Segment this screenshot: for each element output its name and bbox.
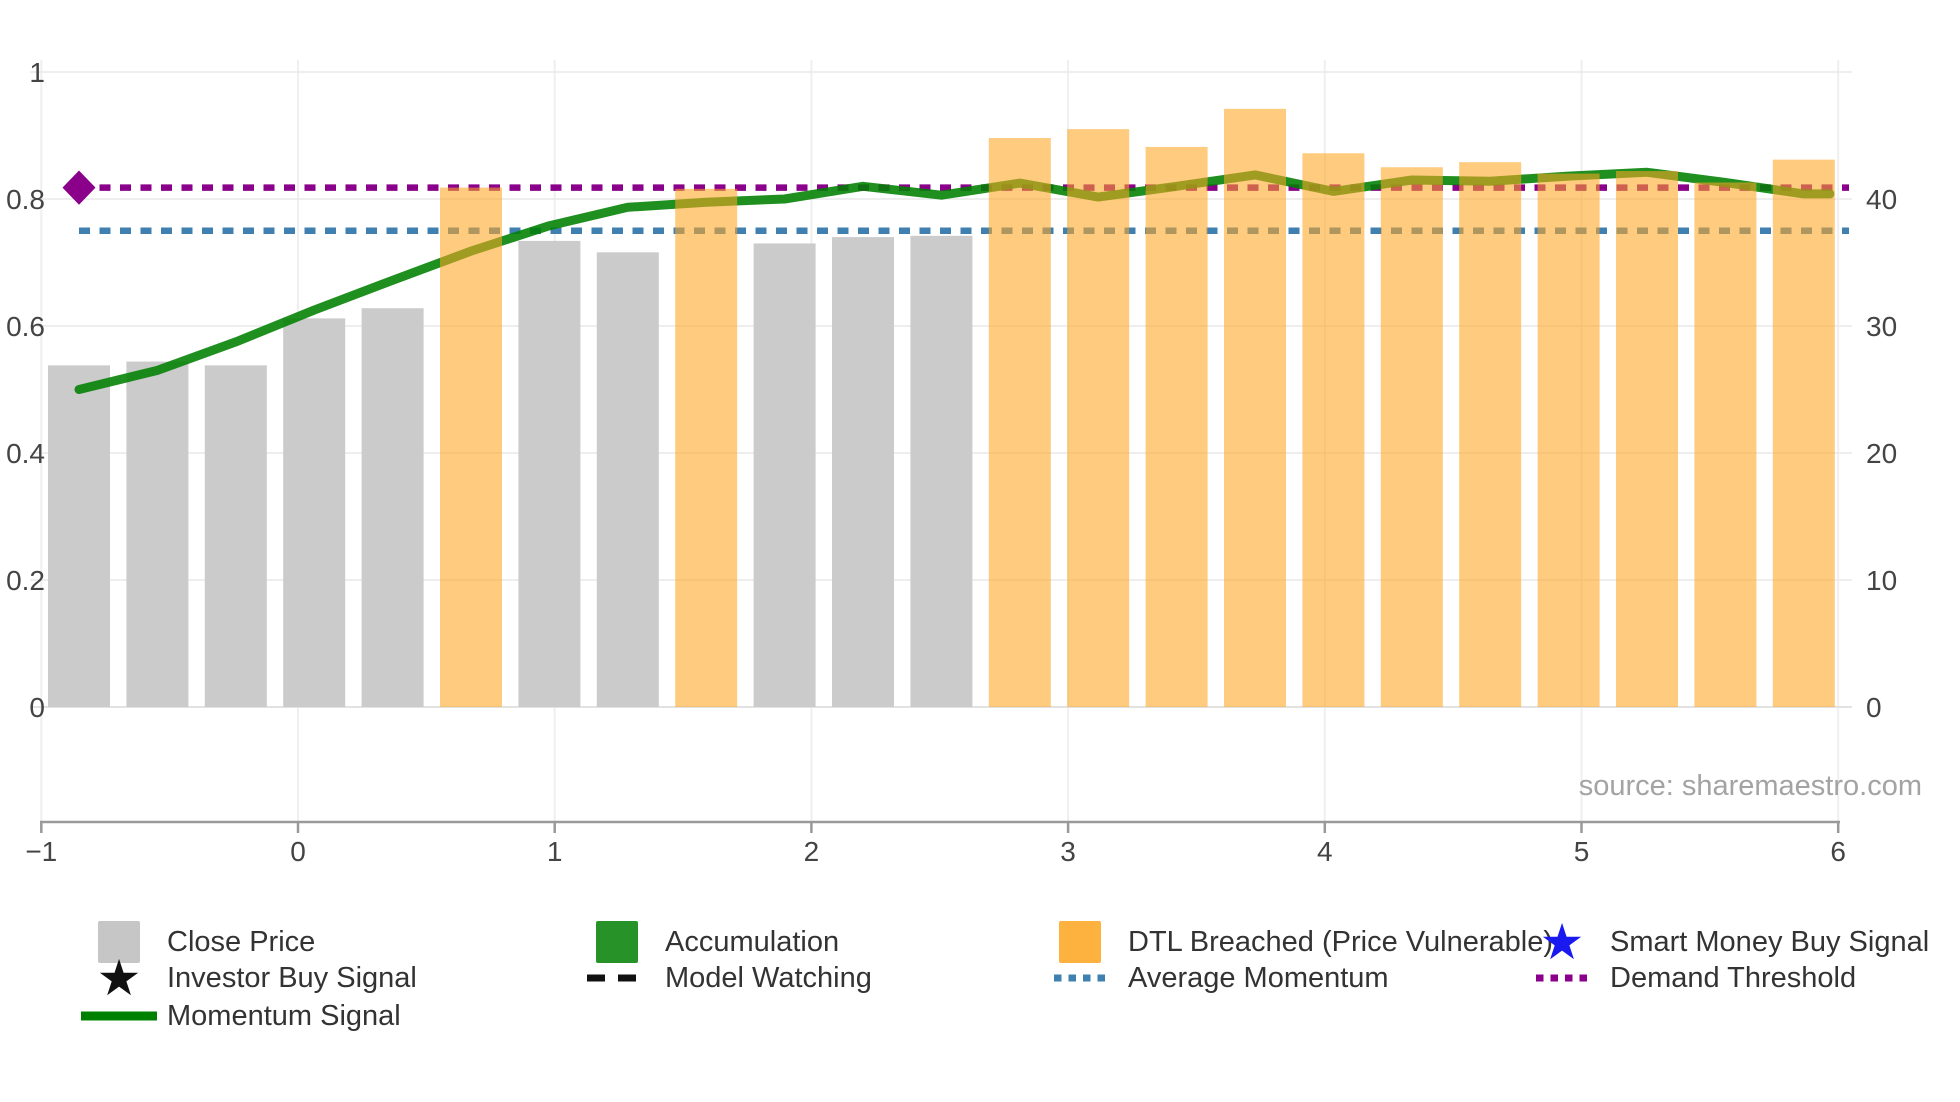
legend-label: Model Watching: [665, 961, 872, 994]
dtl-breached-bar: [1067, 129, 1130, 707]
dtl-breached-bar: [988, 138, 1051, 708]
close-price-bar: [361, 308, 424, 707]
close-price-bar: [832, 237, 894, 707]
legend-line-swatch: [81, 1009, 157, 1023]
legend-line-swatch: [587, 971, 647, 985]
x-tick-label: 1: [547, 836, 563, 867]
legend-item-momentum-signal[interactable]: Momentum Signal: [81, 990, 401, 1042]
legend-square-swatch: [591, 921, 643, 963]
close-price-bar: [204, 365, 267, 707]
demand-threshold-diamond-marker: [62, 170, 96, 205]
legend-star-icon: ★: [1536, 917, 1588, 967]
y-left-tick-label: 0.6: [6, 311, 45, 342]
y-left-tick-label: 1: [29, 57, 45, 88]
close-price-bar: [518, 240, 581, 707]
square-swatch: [98, 921, 140, 963]
dtl-breached-bar: [1694, 182, 1757, 708]
star-icon: ★: [96, 950, 142, 1006]
dotted-swatch: [1536, 974, 1588, 982]
y-right-tick-label: 40: [1866, 184, 1897, 215]
legend-label: DTL Breached (Price Vulnerable): [1128, 925, 1553, 958]
x-tick-label: −1: [25, 836, 57, 867]
square-swatch: [1059, 921, 1101, 963]
legend-label: Investor Buy Signal: [167, 961, 417, 994]
x-tick-label: 4: [1317, 836, 1333, 867]
close-price-bar: [596, 252, 659, 707]
legend-item-model-watching[interactable]: Model Watching: [587, 952, 872, 1004]
close-price-bar: [126, 361, 189, 707]
square-swatch: [596, 921, 638, 963]
close-price-bar: [753, 243, 816, 707]
y-right-tick-label: 20: [1866, 438, 1897, 469]
source-note: source: sharemaestro.com: [1579, 770, 1922, 802]
y-right-tick-label: 10: [1866, 565, 1897, 596]
y-left-tick-label: 0.8: [6, 184, 45, 215]
legend-label: Smart Money Buy Signal: [1610, 925, 1930, 958]
close-price-bars: [48, 235, 973, 707]
legend-item-smart-money-buy-signal[interactable]: ★ Smart Money Buy Signal: [1536, 916, 1930, 968]
legend-item-average-momentum[interactable]: Average Momentum: [1054, 952, 1389, 1004]
dtl-breached-bar: [1772, 159, 1835, 707]
close-price-bar: [910, 235, 973, 707]
dtl-breached-bar: [1537, 173, 1600, 708]
legend-line-swatch: [1536, 971, 1588, 985]
star-icon: ★: [1539, 914, 1585, 970]
dtl-breached-bar: [1459, 162, 1522, 708]
dtl-breached-bar: [1302, 153, 1365, 707]
legend-square-swatch: [93, 921, 145, 963]
x-tick-label: 0: [290, 836, 306, 867]
dtl-breached-bar: [1224, 108, 1286, 707]
legend-star-icon: ★: [93, 953, 145, 1003]
dtl-breached-bar: [1145, 146, 1208, 707]
x-tick-label: 6: [1830, 836, 1846, 867]
y-left-tick-label: 0: [29, 692, 45, 723]
legend-label: Momentum Signal: [167, 999, 401, 1032]
y-left-tick-label: 0.4: [6, 438, 45, 469]
x-tick-label: 5: [1574, 836, 1590, 867]
dash-swatch: [587, 974, 647, 982]
legend-item-demand-threshold[interactable]: Demand Threshold: [1536, 952, 1856, 1004]
close-price-bar: [283, 318, 346, 707]
dtl-breached-bars: [440, 108, 1835, 708]
dtl-breached-bar: [440, 187, 502, 707]
legend-item-investor-buy-signal[interactable]: ★ Investor Buy Signal: [93, 952, 417, 1004]
dtl-breached-bar: [675, 188, 738, 708]
legend-square-swatch: [1054, 921, 1106, 963]
x-tick-label: 2: [804, 836, 820, 867]
legend-item-close-price[interactable]: Close Price: [93, 916, 315, 968]
dtl-breached-bar: [1380, 167, 1443, 707]
y-right-tick-label: 30: [1866, 311, 1897, 342]
legend-label: Accumulation: [665, 925, 840, 958]
legend-label: Demand Threshold: [1610, 961, 1857, 994]
dotted-swatch: [1054, 974, 1106, 982]
y-left-tick-label: 0.2: [6, 565, 45, 596]
legend-label: Close Price: [167, 925, 316, 958]
legend-item-accumulation[interactable]: Accumulation: [591, 916, 839, 968]
y-right-tick-label: 0: [1866, 692, 1882, 723]
legend-item-dtl-breached-price-vulnerable[interactable]: DTL Breached (Price Vulnerable): [1054, 916, 1553, 968]
x-tick-label: 3: [1060, 836, 1076, 867]
legend-line-swatch: [1054, 971, 1106, 985]
close-price-bar: [48, 365, 110, 707]
legend-label: Average Momentum: [1128, 961, 1389, 994]
line-swatch: [81, 1011, 157, 1021]
dtl-breached-bar: [1616, 171, 1678, 707]
